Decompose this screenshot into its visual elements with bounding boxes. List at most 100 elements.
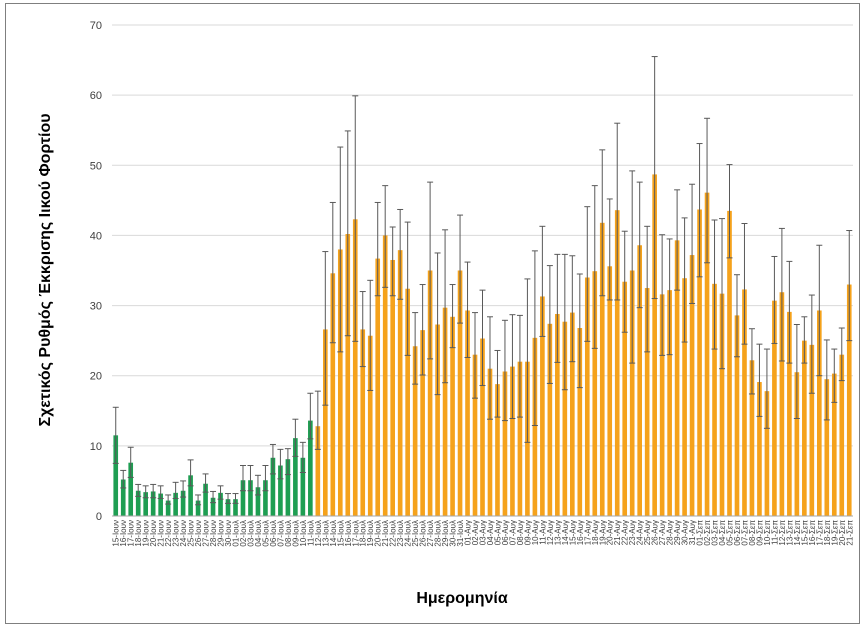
error-bar bbox=[367, 279, 374, 391]
bar bbox=[322, 329, 328, 516]
bar bbox=[195, 500, 201, 516]
bar bbox=[794, 372, 800, 516]
y-tick-label: 20 bbox=[90, 371, 102, 383]
error-bar bbox=[704, 117, 711, 264]
bar bbox=[592, 271, 598, 516]
bar bbox=[397, 250, 403, 516]
error-bar bbox=[277, 448, 284, 480]
x-tick-label: 30-Ιουν bbox=[224, 520, 233, 547]
x-tick-label: 19-Ιουν bbox=[142, 520, 151, 547]
x-tick-label: 09-Αυγ bbox=[523, 520, 532, 545]
bar bbox=[173, 492, 178, 516]
x-axis-ticks: 15-Ιουν16-Ιουν17-Ιουν18-Ιουν19-Ιουν20-Ιο… bbox=[112, 520, 855, 547]
error-bar bbox=[591, 185, 598, 349]
bar bbox=[787, 311, 792, 516]
bar bbox=[293, 438, 298, 516]
bar bbox=[569, 312, 575, 516]
x-tick-label: 24-Ιουν bbox=[179, 520, 188, 547]
error-bar bbox=[636, 181, 643, 309]
bar bbox=[644, 288, 650, 516]
error-bar bbox=[479, 289, 486, 387]
bar bbox=[846, 284, 852, 516]
error-bar bbox=[464, 261, 471, 358]
error-bar bbox=[554, 253, 561, 363]
bar bbox=[532, 337, 538, 516]
error-bar bbox=[472, 312, 479, 399]
bar bbox=[360, 329, 366, 516]
error-bar bbox=[838, 327, 845, 382]
error-bar bbox=[457, 214, 464, 324]
error-bar bbox=[756, 343, 763, 417]
x-tick-label: 10-Ιουλ bbox=[299, 520, 308, 547]
bar bbox=[203, 483, 208, 516]
bar bbox=[427, 270, 433, 516]
bar bbox=[727, 210, 732, 516]
bar bbox=[442, 307, 448, 516]
error-bar bbox=[539, 225, 546, 337]
error-bar bbox=[284, 448, 291, 476]
x-tick-label: 26-Ιουλ bbox=[419, 520, 428, 547]
error-bar bbox=[674, 189, 681, 291]
y-axis-title: Σχετικός Ρυθμός Έκκρισης Ιικού Φορτίου bbox=[37, 113, 54, 426]
x-tick-label: 12-Σεπ bbox=[778, 520, 787, 546]
error-bar bbox=[449, 284, 456, 349]
x-tick-label: 03-Σεπ bbox=[711, 520, 720, 546]
error-bar bbox=[329, 201, 336, 344]
x-tick-label: 28-Αυγ bbox=[666, 520, 675, 545]
bar bbox=[510, 366, 515, 516]
error-bar bbox=[442, 229, 449, 384]
bar bbox=[188, 475, 193, 516]
y-tick-label: 0 bbox=[96, 511, 102, 523]
x-tick-label: 21-Ιουλ bbox=[381, 520, 390, 547]
bar bbox=[659, 294, 665, 516]
bar bbox=[405, 288, 410, 516]
error-bar bbox=[584, 206, 591, 342]
bar bbox=[143, 492, 149, 516]
bar bbox=[450, 316, 455, 516]
error-bar bbox=[569, 255, 576, 363]
bar bbox=[435, 324, 440, 516]
chart-frame bbox=[5, 3, 860, 624]
x-tick-label: 18-Ιουν bbox=[134, 520, 143, 547]
error-bar bbox=[741, 223, 748, 345]
bar bbox=[757, 382, 762, 516]
bar bbox=[637, 245, 643, 516]
x-tick-label: 19-Σεπ bbox=[830, 520, 839, 546]
bar bbox=[382, 235, 388, 516]
x-tick-label: 07-Ιουλ bbox=[276, 520, 285, 547]
y-tick-label: 60 bbox=[90, 90, 102, 102]
error-bar bbox=[719, 218, 726, 370]
error-bar bbox=[352, 95, 359, 342]
x-tick-label: 11-Σεπ bbox=[770, 520, 779, 545]
bar bbox=[555, 313, 560, 516]
x-tick-label: 13-Αυγ bbox=[553, 520, 562, 545]
error-bar bbox=[299, 441, 306, 474]
bar bbox=[278, 465, 283, 516]
bar bbox=[270, 457, 276, 516]
error-bar bbox=[225, 493, 232, 504]
x-tick-label: 18-Σεπ bbox=[823, 520, 832, 546]
error-bar bbox=[374, 201, 381, 297]
x-tick-label: 12-Ιουλ bbox=[314, 520, 323, 547]
x-tick-label: 23-Αυγ bbox=[628, 520, 637, 545]
error-bar bbox=[831, 348, 838, 403]
x-tick-label: 10-Αυγ bbox=[531, 520, 540, 545]
x-tick-label: 21-Αυγ bbox=[613, 520, 622, 545]
x-tick-label: 06-Ιουλ bbox=[269, 520, 278, 547]
bar bbox=[764, 391, 770, 516]
error-bar bbox=[576, 273, 583, 389]
bar bbox=[180, 490, 186, 516]
bar bbox=[472, 354, 478, 516]
error-bar bbox=[486, 316, 493, 420]
bar bbox=[128, 462, 134, 516]
x-tick-label: 07-Σεπ bbox=[740, 520, 749, 546]
bar bbox=[547, 323, 553, 516]
error-bar bbox=[808, 294, 815, 394]
error-bar bbox=[127, 446, 134, 478]
x-tick-label: 20-Ιουλ bbox=[374, 520, 383, 547]
bar bbox=[315, 426, 321, 516]
bar bbox=[607, 266, 613, 516]
error-bar bbox=[112, 406, 119, 464]
x-tick-label: 20-Ιουν bbox=[149, 520, 158, 547]
